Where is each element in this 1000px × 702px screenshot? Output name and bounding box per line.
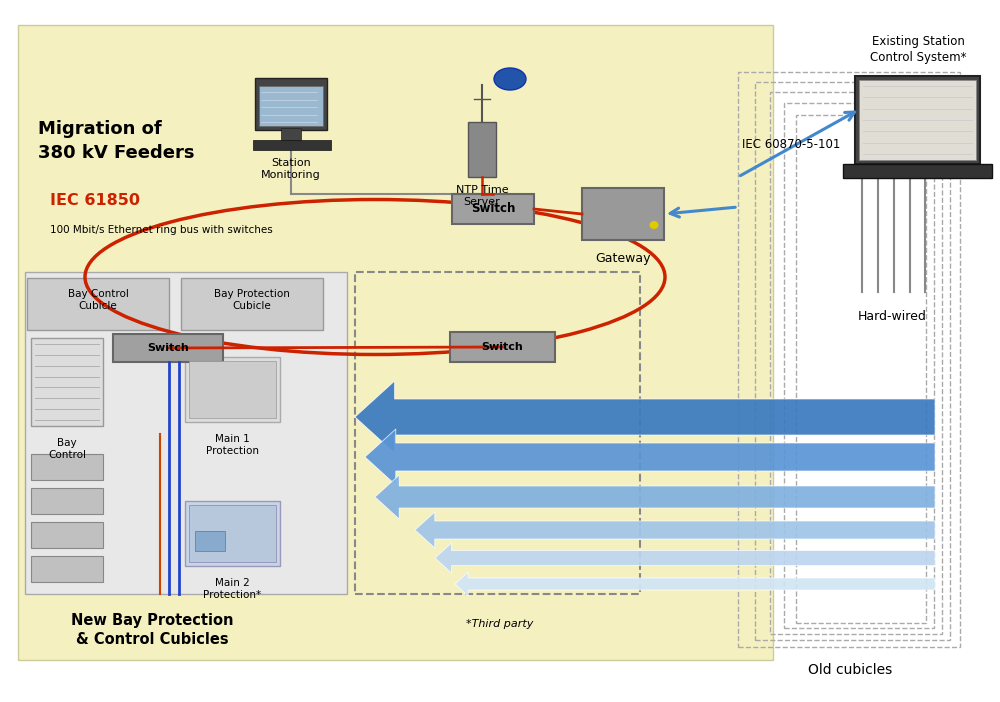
- Text: New Bay Protection
& Control Cubicles: New Bay Protection & Control Cubicles: [71, 613, 233, 647]
- FancyBboxPatch shape: [855, 76, 980, 164]
- FancyBboxPatch shape: [582, 188, 664, 240]
- FancyBboxPatch shape: [181, 278, 323, 330]
- Text: Main 1
Protection: Main 1 Protection: [206, 434, 259, 456]
- Text: Gateway: Gateway: [595, 252, 651, 265]
- FancyBboxPatch shape: [31, 488, 103, 514]
- Text: Hard-wired: Hard-wired: [858, 310, 926, 323]
- FancyBboxPatch shape: [25, 272, 347, 594]
- Text: Bay Control
Cubicle: Bay Control Cubicle: [68, 289, 128, 311]
- Text: Switch: Switch: [147, 343, 189, 353]
- FancyBboxPatch shape: [253, 140, 331, 150]
- FancyBboxPatch shape: [31, 522, 103, 548]
- FancyBboxPatch shape: [189, 505, 276, 562]
- FancyBboxPatch shape: [255, 78, 327, 130]
- FancyBboxPatch shape: [189, 361, 276, 418]
- Polygon shape: [415, 512, 935, 548]
- Text: NTP Time
Server: NTP Time Server: [456, 185, 508, 207]
- Text: Migration of
380 kV Feeders: Migration of 380 kV Feeders: [38, 120, 194, 161]
- FancyBboxPatch shape: [185, 501, 280, 566]
- FancyBboxPatch shape: [259, 86, 323, 126]
- Text: Bay Protection
Cubicle: Bay Protection Cubicle: [214, 289, 290, 311]
- Text: Old cubicles: Old cubicles: [808, 663, 892, 677]
- Polygon shape: [455, 572, 935, 596]
- Text: Existing Station
Control System*: Existing Station Control System*: [870, 35, 966, 64]
- FancyBboxPatch shape: [113, 334, 223, 362]
- Polygon shape: [355, 381, 935, 453]
- Text: 100 Mbit/s Ethernet ring bus with switches: 100 Mbit/s Ethernet ring bus with switch…: [50, 225, 273, 235]
- FancyBboxPatch shape: [18, 25, 773, 660]
- Text: Switch: Switch: [471, 202, 515, 216]
- FancyBboxPatch shape: [31, 338, 103, 426]
- Ellipse shape: [494, 68, 526, 90]
- FancyBboxPatch shape: [195, 531, 225, 551]
- Text: Station
Monitoring: Station Monitoring: [261, 158, 321, 180]
- Text: Bay
Control: Bay Control: [48, 438, 86, 461]
- FancyBboxPatch shape: [843, 164, 992, 178]
- Text: IEC 60870-5-101: IEC 60870-5-101: [742, 138, 840, 150]
- FancyBboxPatch shape: [452, 194, 534, 224]
- Text: Main 2
Protection*: Main 2 Protection*: [203, 578, 262, 600]
- FancyBboxPatch shape: [31, 454, 103, 480]
- FancyBboxPatch shape: [185, 357, 280, 422]
- Text: IEC 61850: IEC 61850: [50, 192, 140, 208]
- FancyBboxPatch shape: [450, 332, 555, 362]
- Polygon shape: [365, 429, 935, 485]
- Ellipse shape: [650, 221, 659, 229]
- FancyBboxPatch shape: [859, 80, 976, 160]
- Text: Switch: Switch: [482, 342, 523, 352]
- Polygon shape: [375, 475, 935, 519]
- Polygon shape: [435, 543, 935, 573]
- FancyBboxPatch shape: [31, 556, 103, 582]
- FancyBboxPatch shape: [468, 122, 496, 177]
- FancyBboxPatch shape: [281, 128, 301, 140]
- Text: *Third party: *Third party: [466, 619, 534, 629]
- FancyBboxPatch shape: [27, 278, 169, 330]
